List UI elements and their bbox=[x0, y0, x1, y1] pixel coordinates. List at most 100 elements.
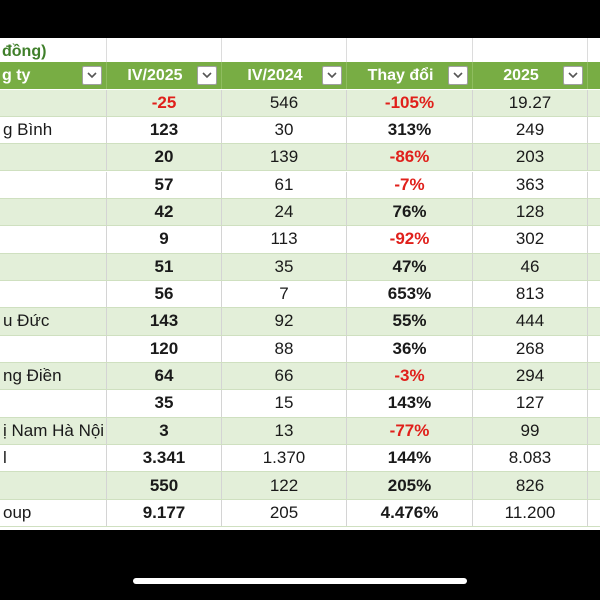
cell-change[interactable]: 47% bbox=[347, 253, 473, 280]
cell-q4-2024[interactable]: 66 bbox=[222, 363, 347, 390]
cell-change[interactable]: -77% bbox=[347, 417, 473, 444]
cell-q4-2024[interactable]: 113 bbox=[222, 226, 347, 253]
cell-q4-2025[interactable]: 20 bbox=[107, 144, 222, 171]
cell-y2025[interactable]: 128 bbox=[473, 198, 588, 226]
cell-q4-2024[interactable]: 24 bbox=[222, 198, 347, 226]
cell-q4-2025[interactable]: 56 bbox=[107, 280, 222, 308]
cell-company[interactable] bbox=[0, 226, 107, 253]
cell-q4-2025[interactable]: 9 bbox=[107, 226, 222, 253]
cell-q4-2025[interactable]: 35 bbox=[107, 390, 222, 417]
filter-q4-2025-button[interactable] bbox=[197, 66, 217, 85]
cell-company[interactable] bbox=[0, 390, 107, 417]
filter-change-button[interactable] bbox=[448, 66, 468, 85]
cell-change[interactable]: 76% bbox=[347, 198, 473, 226]
cell-y2025[interactable]: 268 bbox=[473, 335, 588, 362]
cell-q4-2025[interactable]: 143 bbox=[107, 308, 222, 335]
cell-change[interactable]: -92% bbox=[347, 226, 473, 253]
cell-company[interactable]: u Đức bbox=[0, 308, 107, 335]
cell-company[interactable]: ị Nam Hà Nội bbox=[0, 417, 107, 444]
cell-y2025[interactable]: 294 bbox=[473, 363, 588, 390]
cell-q4-2024[interactable]: 61 bbox=[222, 171, 347, 198]
filter-2025-button[interactable] bbox=[563, 66, 583, 85]
header-q4-2024[interactable]: IV/2024 bbox=[222, 62, 347, 90]
cell-q4-2024[interactable]: 1.370 bbox=[222, 445, 347, 472]
cell-change[interactable]: 653% bbox=[347, 280, 473, 308]
cell-company[interactable] bbox=[0, 144, 107, 171]
header-change[interactable]: Thay đổi bbox=[347, 62, 473, 90]
cell-company[interactable] bbox=[0, 335, 107, 362]
cell-q4-2024[interactable]: 122 bbox=[222, 472, 347, 499]
cell-change[interactable]: 143% bbox=[347, 390, 473, 417]
cell-change[interactable]: 144% bbox=[347, 445, 473, 472]
cell-company[interactable] bbox=[0, 89, 107, 116]
cell-q4-2024[interactable]: 35 bbox=[222, 253, 347, 280]
cell-company[interactable] bbox=[0, 280, 107, 308]
cell-q4-2024[interactable]: 7 bbox=[222, 280, 347, 308]
cell-q4-2024[interactable]: 30 bbox=[222, 116, 347, 144]
cell-company[interactable]: oup bbox=[0, 499, 107, 527]
cell-y2025[interactable]: 127 bbox=[473, 390, 588, 417]
cell-company[interactable]: l bbox=[0, 445, 107, 472]
cell-company[interactable] bbox=[0, 253, 107, 280]
cell-change[interactable]: 205% bbox=[347, 472, 473, 499]
cell-q4-2025[interactable]: 3.341 bbox=[107, 445, 222, 472]
cell-change[interactable]: -86% bbox=[347, 144, 473, 171]
cell-q4-2024[interactable]: 92 bbox=[222, 308, 347, 335]
cell-y2025[interactable]: 19.27 bbox=[473, 89, 588, 116]
cell-y2025[interactable]: 302 bbox=[473, 226, 588, 253]
empty-cell[interactable] bbox=[222, 38, 347, 66]
filter-company-button[interactable] bbox=[82, 66, 102, 85]
cell-y2025[interactable]: 249 bbox=[473, 116, 588, 144]
cell-q4-2024[interactable]: 15 bbox=[222, 390, 347, 417]
cell-q4-2024[interactable]: 546 bbox=[222, 89, 347, 116]
cell-y2025[interactable]: 8.083 bbox=[473, 445, 588, 472]
cell-q4-2025[interactable]: -25 bbox=[107, 89, 222, 116]
cell-company[interactable] bbox=[0, 472, 107, 499]
header-company[interactable]: g ty bbox=[0, 62, 107, 90]
table-row: g Bình 123 30 313% 249 bbox=[0, 116, 600, 145]
cell-y2025[interactable]: 203 bbox=[473, 144, 588, 171]
cell-q4-2025[interactable]: 51 bbox=[107, 253, 222, 280]
cell-q4-2025[interactable]: 57 bbox=[107, 171, 222, 198]
cell-y2025[interactable]: 363 bbox=[473, 171, 588, 198]
cell-q4-2025[interactable]: 64 bbox=[107, 363, 222, 390]
cell-y2025[interactable]: 444 bbox=[473, 308, 588, 335]
cell-change[interactable]: -3% bbox=[347, 363, 473, 390]
empty-cell[interactable] bbox=[107, 38, 222, 66]
table-row: 35 15 143% 127 bbox=[0, 390, 600, 418]
header-2025[interactable]: 2025 bbox=[473, 62, 588, 90]
cell-change[interactable]: -105% bbox=[347, 89, 473, 116]
cell-q4-2024[interactable]: 13 bbox=[222, 417, 347, 444]
cell-q4-2024[interactable]: 88 bbox=[222, 335, 347, 362]
cell-change[interactable]: 55% bbox=[347, 308, 473, 335]
cell-change[interactable]: 313% bbox=[347, 116, 473, 144]
home-indicator[interactable] bbox=[133, 578, 467, 584]
cell-q4-2025[interactable]: 3 bbox=[107, 417, 222, 444]
header-q4-2025[interactable]: IV/2025 bbox=[107, 62, 222, 90]
table-row: 550 122 205% 826 bbox=[0, 472, 600, 500]
table-row: ị Nam Hà Nội 3 13 -77% 99 bbox=[0, 417, 600, 445]
cell-y2025[interactable]: 826 bbox=[473, 472, 588, 499]
cell-q4-2025[interactable]: 550 bbox=[107, 472, 222, 499]
cell-change[interactable]: -7% bbox=[347, 171, 473, 198]
cell-company[interactable] bbox=[0, 198, 107, 226]
cell-change[interactable]: 36% bbox=[347, 335, 473, 362]
empty-cell[interactable] bbox=[347, 38, 473, 66]
cell-change[interactable]: 4.476% bbox=[347, 499, 473, 527]
table-row: -25 546 -105% 19.27 bbox=[0, 89, 600, 117]
filter-q4-2024-button[interactable] bbox=[322, 66, 342, 85]
cell-y2025[interactable]: 46 bbox=[473, 253, 588, 280]
cell-q4-2024[interactable]: 205 bbox=[222, 499, 347, 527]
cell-q4-2025[interactable]: 9.177 bbox=[107, 499, 222, 527]
cell-company[interactable]: ng Điền bbox=[0, 363, 107, 390]
cell-company[interactable] bbox=[0, 171, 107, 198]
cell-y2025[interactable]: 99 bbox=[473, 417, 588, 444]
empty-cell[interactable] bbox=[473, 38, 588, 66]
cell-q4-2024[interactable]: 139 bbox=[222, 144, 347, 171]
cell-q4-2025[interactable]: 42 bbox=[107, 198, 222, 226]
cell-y2025[interactable]: 813 bbox=[473, 280, 588, 308]
cell-q4-2025[interactable]: 123 bbox=[107, 116, 222, 144]
cell-q4-2025[interactable]: 120 bbox=[107, 335, 222, 362]
cell-company[interactable]: g Bình bbox=[0, 116, 107, 144]
cell-y2025[interactable]: 11.200 bbox=[473, 499, 588, 527]
